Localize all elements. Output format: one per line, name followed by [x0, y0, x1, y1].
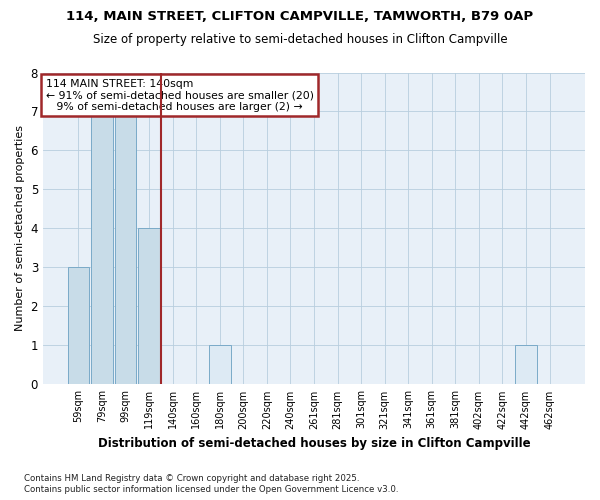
Bar	[209, 346, 230, 385]
Y-axis label: Number of semi-detached properties: Number of semi-detached properties	[15, 126, 25, 332]
Bar	[68, 268, 89, 384]
Text: Size of property relative to semi-detached houses in Clifton Campville: Size of property relative to semi-detach…	[92, 32, 508, 46]
Text: 114 MAIN STREET: 140sqm
← 91% of semi-detached houses are smaller (20)
   9% of : 114 MAIN STREET: 140sqm ← 91% of semi-de…	[46, 78, 314, 112]
Bar	[91, 112, 113, 384]
X-axis label: Distribution of semi-detached houses by size in Clifton Campville: Distribution of semi-detached houses by …	[98, 437, 530, 450]
Bar	[515, 346, 537, 385]
Bar	[115, 112, 136, 384]
Text: 114, MAIN STREET, CLIFTON CAMPVILLE, TAMWORTH, B79 0AP: 114, MAIN STREET, CLIFTON CAMPVILLE, TAM…	[67, 10, 533, 23]
Text: Contains HM Land Registry data © Crown copyright and database right 2025.
Contai: Contains HM Land Registry data © Crown c…	[24, 474, 398, 494]
Bar	[138, 228, 160, 384]
